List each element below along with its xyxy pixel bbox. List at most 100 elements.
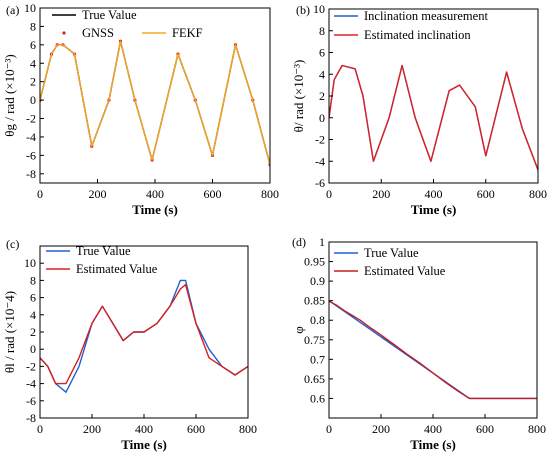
x-tick-label: 600 xyxy=(476,422,494,436)
y-axis-label: φ xyxy=(291,326,306,334)
legend: True Value GNSS FEKF xyxy=(52,8,203,40)
y-tick-label: 8 xyxy=(30,19,36,33)
x-tick-label: 800 xyxy=(529,187,547,201)
panel-label: (d) xyxy=(292,235,306,249)
x-tick-label: 400 xyxy=(424,422,442,436)
x-tick-label: 200 xyxy=(83,422,101,436)
series-2-line xyxy=(40,284,248,385)
panel-label: (a) xyxy=(6,3,19,17)
plot-area xyxy=(329,300,537,400)
y-tick-label: -4 xyxy=(26,377,36,391)
x-tick-label: 200 xyxy=(372,422,390,436)
chart-panel-1: 0 200 400 600 800 -8 -6 -4 -2 0 2 4 6 8 10 Time (s) θg /… xyxy=(2,1,279,217)
y-tick-label: -2 xyxy=(26,112,36,126)
y-tick-label: 2 xyxy=(30,75,36,89)
series-1-line xyxy=(329,300,537,400)
y-tick-label: 0.8 xyxy=(310,313,325,327)
y-tick-label: 4 xyxy=(30,56,36,70)
legend: True Value Estimated Value xyxy=(46,244,158,276)
legend-label: True Value xyxy=(364,246,419,260)
y-axis-label: θ/ rad (×10⁻³) xyxy=(291,60,306,133)
panel-label: (b) xyxy=(296,3,310,17)
y-tick-label: 0 xyxy=(30,342,36,356)
y-tick-label: 2 xyxy=(319,89,325,103)
y-tick-label: -8 xyxy=(26,167,36,181)
y-tick-label: 10 xyxy=(24,1,36,15)
plot-area xyxy=(329,64,538,171)
legend-swatch xyxy=(62,31,66,35)
legend: True Value Estimated Value xyxy=(334,246,446,278)
y-tick-label: 8 xyxy=(319,24,325,38)
y-tick-label: -6 xyxy=(26,148,36,162)
x-axis-label: Time (s) xyxy=(410,437,456,452)
plot-frame xyxy=(39,7,271,184)
legend: Inclination measurement Estimated inclina… xyxy=(334,9,488,42)
series-1-line xyxy=(329,64,538,171)
y-tick-label: 4 xyxy=(319,67,325,81)
series-1-line xyxy=(40,279,248,393)
y-tick-label: 0.6 xyxy=(310,391,325,405)
y-tick-label: 6 xyxy=(30,291,36,305)
y-tick-label: 0 xyxy=(30,93,36,107)
x-tick-label: 600 xyxy=(477,187,495,201)
y-tick-label: 8 xyxy=(30,273,36,287)
y-tick-label: 10 xyxy=(24,256,36,270)
y-tick-label: 0.65 xyxy=(304,372,325,386)
series-2-line xyxy=(329,64,538,171)
y-tick-label: -6 xyxy=(26,394,36,408)
y-tick-label: 0.7 xyxy=(310,352,325,366)
legend-label: True Value xyxy=(76,244,131,258)
x-tick-label: 200 xyxy=(89,187,107,201)
x-tick-label: 400 xyxy=(135,422,153,436)
x-tick-label: 400 xyxy=(146,187,164,201)
panel-label: (c) xyxy=(6,237,19,251)
x-axis-label: Time (s) xyxy=(132,202,178,217)
y-tick-label: 0.9 xyxy=(310,274,325,288)
y-tick-label: 1 xyxy=(319,235,325,249)
x-tick-label: 800 xyxy=(239,422,257,436)
x-tick-label: 0 xyxy=(326,422,332,436)
x-tick-label: 800 xyxy=(261,187,279,201)
x-axis-label: Time (s) xyxy=(121,437,167,452)
y-tick-label: -2 xyxy=(315,133,325,147)
y-tick-label: 0.85 xyxy=(304,294,325,308)
y-tick-label: -6 xyxy=(315,176,325,190)
x-tick-label: 400 xyxy=(425,187,443,201)
x-tick-label: 800 xyxy=(528,422,546,436)
plot-area xyxy=(40,279,248,393)
y-axis-label: θl / rad (×10⁻4) xyxy=(2,291,17,373)
series-3-line xyxy=(40,40,270,165)
y-tick-label: -2 xyxy=(26,359,36,373)
legend-label: FEKF xyxy=(172,26,203,40)
series-2-line xyxy=(329,300,537,400)
legend-label: Estimated inclination xyxy=(364,28,471,42)
chart-panel-2: 0 200 400 600 800 -6 -4 -2 0 2 4 6 8 10 Time (s) θ/ rad… xyxy=(291,2,547,217)
legend-label: Estimated Value xyxy=(76,262,158,276)
y-tick-label: 0 xyxy=(319,111,325,125)
x-tick-label: 200 xyxy=(372,187,390,201)
y-tick-label: 6 xyxy=(319,46,325,60)
legend-label: Estimated Value xyxy=(364,264,446,278)
x-tick-label: 600 xyxy=(204,187,222,201)
y-tick-label: 6 xyxy=(30,38,36,52)
y-tick-label: 0.95 xyxy=(304,255,325,269)
y-axis-label: θg / rad (×10⁻³) xyxy=(2,54,17,136)
y-tick-label: 10 xyxy=(313,2,325,16)
y-tick-label: -8 xyxy=(26,411,36,425)
x-tick-label: 0 xyxy=(37,422,43,436)
x-axis-label: Time (s) xyxy=(411,202,457,217)
plot-area xyxy=(40,39,270,167)
y-tick-label: 0.75 xyxy=(304,333,325,347)
y-tick-label: -4 xyxy=(26,130,36,144)
y-tick-label: 2 xyxy=(30,325,36,339)
legend-label: GNSS xyxy=(82,26,114,40)
chart-panel-3: 0 200 400 600 800 -8 -6 -4 -2 0 2 4 6 8 10 Time (s) θl /… xyxy=(2,237,257,452)
y-tick-label: -4 xyxy=(315,154,325,168)
legend-label: Inclination measurement xyxy=(364,9,488,23)
x-tick-label: 0 xyxy=(37,187,43,201)
legend-label: True Value xyxy=(82,8,137,22)
x-tick-label: 600 xyxy=(187,422,205,436)
x-tick-label: 0 xyxy=(326,187,332,201)
y-tick-label: 4 xyxy=(30,308,36,322)
